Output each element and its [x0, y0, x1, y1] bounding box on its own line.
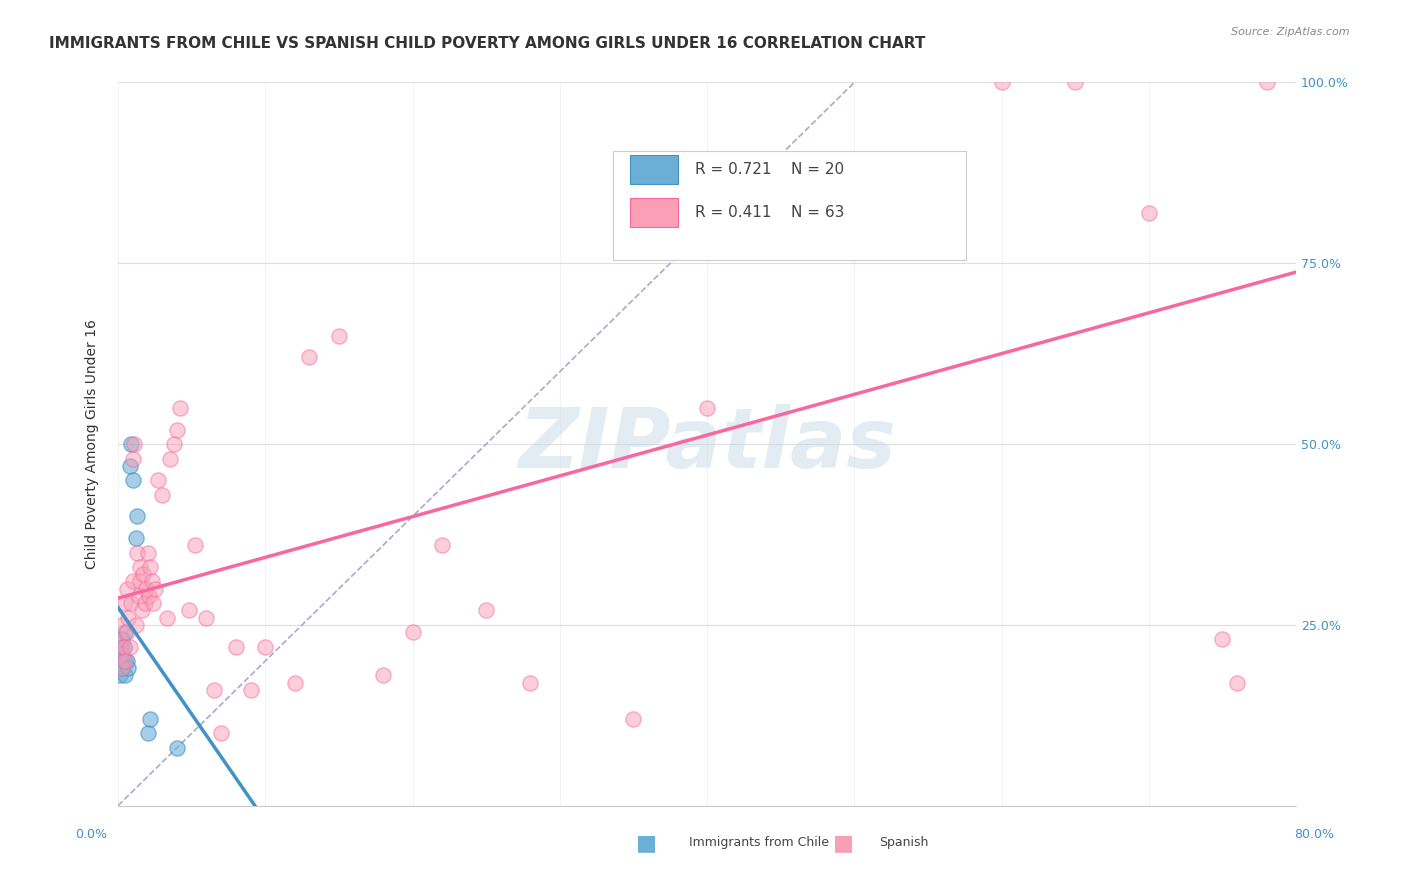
Point	[127, 545, 149, 559]
Point	[114, 654, 136, 668]
Text: R = 0.721    N = 20: R = 0.721 N = 20	[696, 161, 845, 177]
Text: Spanish: Spanish	[879, 837, 928, 849]
Point	[430, 538, 453, 552]
Point	[111, 661, 134, 675]
Point	[111, 617, 134, 632]
Point	[209, 726, 232, 740]
Point	[110, 654, 132, 668]
Text: IMMIGRANTS FROM CHILE VS SPANISH CHILD POVERTY AMONG GIRLS UNDER 16 CORRELATION : IMMIGRANTS FROM CHILE VS SPANISH CHILD P…	[49, 36, 925, 51]
Text: R = 0.411    N = 63: R = 0.411 N = 63	[696, 205, 845, 220]
Point	[121, 451, 143, 466]
Point	[202, 682, 225, 697]
Point	[239, 682, 262, 697]
Point	[143, 582, 166, 596]
Point	[131, 603, 153, 617]
Point	[111, 647, 134, 661]
Point	[163, 437, 186, 451]
Point	[132, 567, 155, 582]
Point	[136, 726, 159, 740]
Point	[141, 574, 163, 589]
Point	[120, 596, 142, 610]
Point	[108, 668, 131, 682]
Point	[142, 596, 165, 610]
Point	[118, 458, 141, 473]
Point	[125, 617, 148, 632]
Point	[328, 328, 350, 343]
Text: 80.0%: 80.0%	[1295, 829, 1334, 841]
Point	[146, 473, 169, 487]
Point	[195, 610, 218, 624]
Point	[121, 473, 143, 487]
Point	[110, 647, 132, 661]
Text: Source: ZipAtlas.com: Source: ZipAtlas.com	[1232, 27, 1350, 37]
Point	[139, 712, 162, 726]
Point	[696, 401, 718, 415]
FancyBboxPatch shape	[613, 151, 966, 260]
Point	[1256, 75, 1278, 89]
Text: 0.0%: 0.0%	[76, 829, 107, 841]
Bar	[630, 198, 678, 227]
Point	[121, 574, 143, 589]
Point	[990, 75, 1012, 89]
Point	[156, 610, 179, 624]
Point	[128, 589, 150, 603]
Point	[110, 640, 132, 654]
Point	[284, 675, 307, 690]
Point	[115, 582, 138, 596]
Point	[150, 488, 173, 502]
Point	[112, 640, 135, 654]
Point	[125, 531, 148, 545]
Point	[111, 661, 134, 675]
Point	[115, 625, 138, 640]
Point	[769, 184, 792, 198]
Point	[118, 640, 141, 654]
Point	[108, 632, 131, 647]
Point	[1211, 632, 1233, 647]
Point	[166, 740, 188, 755]
Point	[122, 437, 145, 451]
Point	[139, 560, 162, 574]
Point	[371, 668, 394, 682]
Text: ■: ■	[637, 833, 657, 853]
Point	[135, 582, 157, 596]
Point	[298, 351, 321, 365]
Point	[127, 509, 149, 524]
Text: ■: ■	[834, 833, 853, 853]
Point	[1226, 675, 1249, 690]
Point	[166, 423, 188, 437]
Point	[159, 451, 181, 466]
Point	[519, 675, 541, 690]
Point	[138, 589, 160, 603]
Point	[111, 632, 134, 647]
Point	[114, 668, 136, 682]
Point	[225, 640, 247, 654]
Point	[1064, 75, 1087, 89]
Point	[117, 661, 139, 675]
Point	[129, 574, 152, 589]
Point	[169, 401, 191, 415]
Point	[120, 437, 142, 451]
Text: ZIPatlas: ZIPatlas	[519, 403, 896, 484]
Point	[134, 596, 156, 610]
Point	[112, 654, 135, 668]
Point	[115, 654, 138, 668]
Text: Immigrants from Chile: Immigrants from Chile	[689, 837, 830, 849]
Point	[183, 538, 205, 552]
Y-axis label: Child Poverty Among Girls Under 16: Child Poverty Among Girls Under 16	[86, 319, 100, 569]
Point	[623, 712, 645, 726]
Point	[117, 610, 139, 624]
Point	[112, 640, 135, 654]
Point	[844, 162, 866, 177]
Point	[254, 640, 277, 654]
Point	[114, 625, 136, 640]
Point	[475, 603, 498, 617]
Point	[401, 625, 423, 640]
Point	[1137, 205, 1160, 219]
Point	[136, 545, 159, 559]
Point	[114, 596, 136, 610]
Bar	[630, 154, 678, 184]
Point	[177, 603, 200, 617]
Point	[129, 560, 152, 574]
